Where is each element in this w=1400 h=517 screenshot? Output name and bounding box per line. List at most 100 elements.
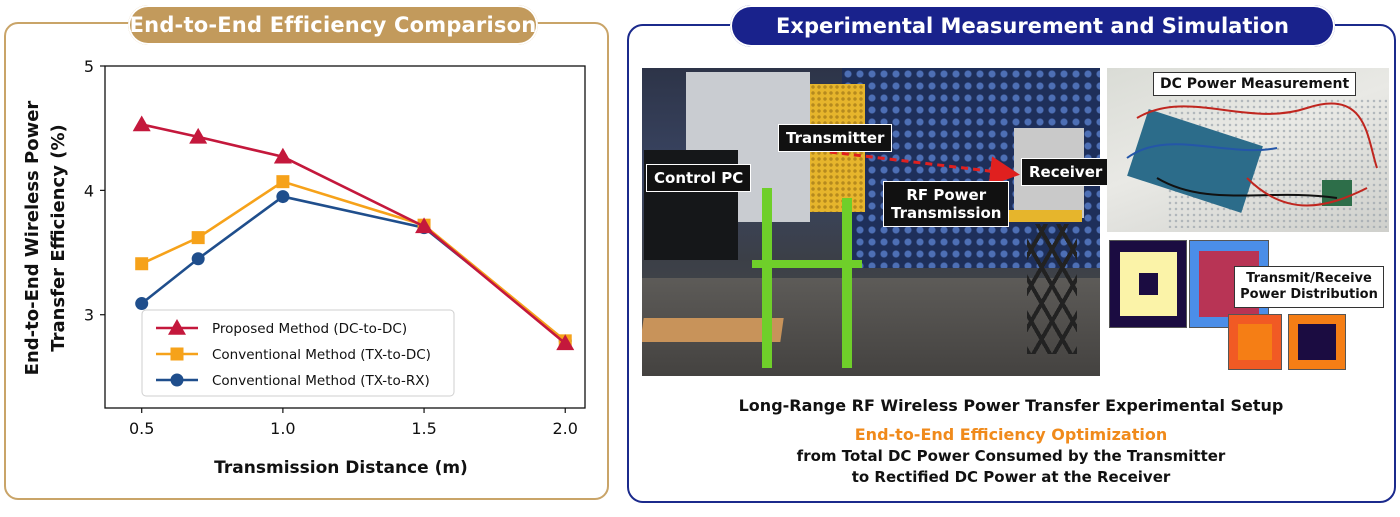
- heatmap-cell: [1307, 333, 1318, 343]
- heatmap-cell: [1246, 333, 1256, 343]
- heatmap-cell: [1317, 315, 1327, 325]
- y-axis-label-line1: End-to-End Wireless Power: [22, 101, 43, 376]
- heatmap-cell: [1190, 241, 1200, 252]
- heatmap-cell: [1263, 333, 1273, 343]
- heatmap-cell: [1207, 269, 1217, 280]
- heatmap-cell: [1272, 315, 1281, 325]
- heatmap-cell: [1138, 316, 1149, 327]
- heatmap-cell: [1237, 324, 1247, 334]
- heatmap-cell: [1119, 251, 1130, 263]
- data-point: [135, 257, 149, 271]
- dc-power-measurement-label: DC Power Measurement: [1153, 72, 1357, 96]
- heatmap-cell: [1129, 316, 1139, 327]
- power-heatmap: [1288, 314, 1346, 370]
- heatmap-cell: [1190, 279, 1200, 290]
- heatmap-cell: [1224, 307, 1234, 318]
- heatmap-cell: [1298, 351, 1309, 361]
- heatmap-cell: [1110, 273, 1120, 285]
- heatmap-cell: [1190, 307, 1200, 318]
- chart-panel-title: End-to-End Efficiency Comparison: [128, 5, 538, 45]
- heatmap-cell: [1237, 351, 1247, 361]
- heatmap-cell: [1242, 307, 1252, 318]
- heatmap-cell: [1272, 360, 1281, 369]
- x-tick-label: 1.5: [411, 419, 436, 438]
- rf-power-label-line1: RF Power: [906, 186, 987, 204]
- heatmap-cell: [1207, 241, 1217, 252]
- heatmap-cell: [1157, 284, 1168, 296]
- y-tick-label: 4: [84, 181, 94, 200]
- heatmap-cell: [1289, 315, 1299, 325]
- heatmap-cell: [1176, 305, 1186, 317]
- power-heatmap: [1228, 314, 1282, 370]
- heatmap-cell: [1190, 317, 1200, 327]
- heatmap-cell: [1263, 351, 1273, 361]
- heatmap-cell: [1129, 305, 1139, 317]
- heatmap-cell: [1138, 273, 1149, 285]
- heatmap-cell: [1289, 351, 1299, 361]
- heatmap-cell: [1255, 351, 1265, 361]
- heatmap-cell: [1246, 342, 1256, 352]
- heatmap-cell: [1119, 294, 1130, 306]
- data-point: [415, 217, 434, 234]
- heatmap-cell: [1207, 250, 1217, 261]
- experiment-panel-title: Experimental Measurement and Simulation …: [730, 5, 1335, 80]
- legend-label: Proposed Method (DC-to-DC): [212, 321, 407, 337]
- data-point: [132, 115, 151, 132]
- heatmap-cell: [1138, 241, 1149, 253]
- heatmap-cell: [1198, 260, 1208, 271]
- heatmap-cell: [1216, 288, 1226, 299]
- rf-transmission-arrow: [829, 150, 1020, 187]
- heatmap-cell: [1190, 288, 1200, 299]
- heatmap-cell: [1246, 315, 1256, 325]
- heatmap-cell: [1326, 342, 1337, 352]
- heatmap-cell: [1216, 317, 1226, 327]
- legend-label: Conventional Method (TX-to-DC): [212, 347, 431, 363]
- heatmap-cell: [1255, 333, 1265, 343]
- heatmap-cell: [1176, 284, 1186, 296]
- caption-line-4: to Rectified DC Power at the Receiver: [851, 468, 1171, 486]
- heatmap-cell: [1198, 269, 1208, 280]
- setup-caption: Long-Range RF Wireless Power Transfer Ex…: [738, 396, 1284, 415]
- heatmap-cell: [1176, 251, 1186, 263]
- heatmap-cell: [1289, 342, 1299, 352]
- heatmap-cell: [1237, 333, 1247, 343]
- heatmap-cell: [1272, 324, 1281, 334]
- heatmap-cell: [1148, 262, 1158, 274]
- heatmap-cell: [1237, 315, 1247, 325]
- heatmap-cell: [1335, 333, 1345, 343]
- data-point: [191, 231, 205, 245]
- heatmap-cell: [1298, 315, 1309, 325]
- heatmap-cell: [1242, 260, 1252, 271]
- heatmap-cell: [1167, 273, 1177, 285]
- heatmap-cell: [1289, 324, 1299, 334]
- green-rack-leg: [762, 188, 772, 368]
- heatmap-cell: [1157, 273, 1168, 285]
- heatmap-cell: [1138, 305, 1149, 317]
- heatmap-cell: [1317, 333, 1327, 343]
- heatmap-cell: [1119, 273, 1130, 285]
- heatmap-cell: [1167, 316, 1177, 327]
- heatmap-cell: [1326, 324, 1337, 334]
- heatmap-cell: [1259, 307, 1268, 318]
- heatmap-cell: [1259, 241, 1268, 252]
- heatmap-cell: [1298, 342, 1309, 352]
- data-point: [189, 127, 208, 144]
- heatmap-cell: [1110, 305, 1120, 317]
- heatmap-cell: [1148, 273, 1158, 285]
- heatmap-cell: [1157, 294, 1168, 306]
- heatmap-cell: [1317, 324, 1327, 334]
- receiver-label: Receiver: [1021, 158, 1111, 186]
- power-heatmap: [1189, 240, 1269, 328]
- heatmap-cell: [1157, 251, 1168, 263]
- x-tick-label: 2.0: [553, 419, 578, 438]
- heatmap-cell: [1237, 342, 1247, 352]
- chart-series: [132, 115, 575, 351]
- heatmap-cell: [1119, 284, 1130, 296]
- chart-axes: [104, 65, 586, 409]
- heatmap-cell: [1250, 241, 1260, 252]
- data-point: [191, 252, 205, 266]
- heatmap-cell: [1224, 250, 1234, 261]
- heatmap-cell: [1148, 316, 1158, 327]
- heatmap-cell: [1263, 342, 1273, 352]
- y-tick-label: 3: [84, 306, 94, 325]
